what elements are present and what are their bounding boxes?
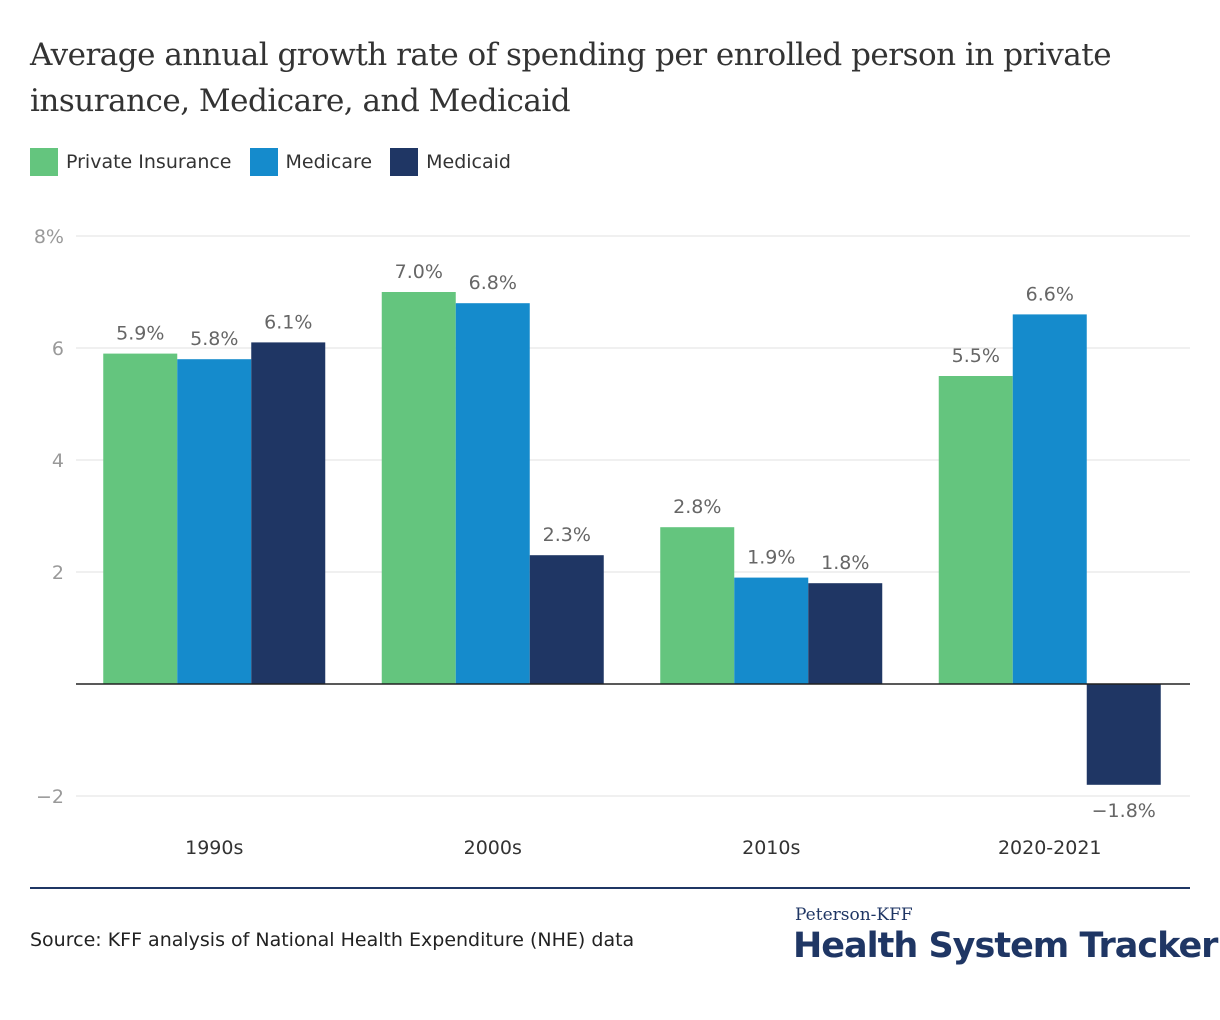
logo-health-system-tracker: Health System Tracker [793,926,1218,966]
data-label: 5.5% [952,345,1000,367]
data-label: 5.8% [190,328,238,350]
bar [1012,314,1087,684]
bar [177,359,252,684]
bar [1086,684,1161,785]
legend-swatch [249,148,278,176]
x-tick-label: 2010s [742,837,800,859]
legend-label: Medicare [285,151,373,173]
bar [938,376,1013,684]
bar-chart: −2 2 4 6 8% 5.9% 5.8% 6.1% 1990s 7.0% 6.8% 2.3% 2000… [34,226,1190,859]
y-tick-label: 8% [34,226,64,248]
legend-swatch [390,148,419,176]
data-label: 6.8% [469,272,517,294]
data-label: 2.8% [673,496,721,518]
footer-divider [30,887,1190,889]
bar [808,583,883,684]
x-tick-label: 1990s [185,837,243,859]
x-tick-label: 2000s [464,837,522,859]
x-tick-label: 2020-2021 [998,837,1102,859]
bar [103,353,178,684]
bar [529,555,604,684]
bar [381,292,456,684]
bar [455,303,530,684]
data-label: −1.8% [1092,800,1156,822]
legend-swatch [30,148,58,176]
data-label: 7.0% [395,261,443,283]
bar [251,342,326,684]
bar [734,577,809,684]
data-label: 2.3% [543,524,591,546]
data-label: 6.1% [264,311,312,333]
legend-label: Private Insurance [66,151,232,173]
legend-item-medicare: Medicare [249,148,373,176]
y-tick-label: 2 [52,562,64,584]
data-label: 1.8% [821,552,869,574]
legend-item-medicaid: Medicaid [390,148,511,176]
y-tick-label: 6 [52,338,64,360]
legend-item-private-insurance: Private Insurance [30,148,232,176]
chart-title: Average annual growth rate of spending p… [30,37,1112,119]
y-tick-label: −2 [36,786,64,808]
legend-label: Medicaid [426,151,511,173]
data-label: 6.6% [1026,283,1074,305]
source-note: Source: KFF analysis of National Health … [30,929,635,951]
bar [660,527,735,684]
legend: Private Insurance Medicare Medicaid [30,148,511,176]
data-label: 1.9% [747,547,795,569]
y-tick-label: 4 [52,450,64,472]
data-label: 5.9% [116,323,164,345]
logo-peterson-kff: Peterson-KFF [795,905,913,925]
